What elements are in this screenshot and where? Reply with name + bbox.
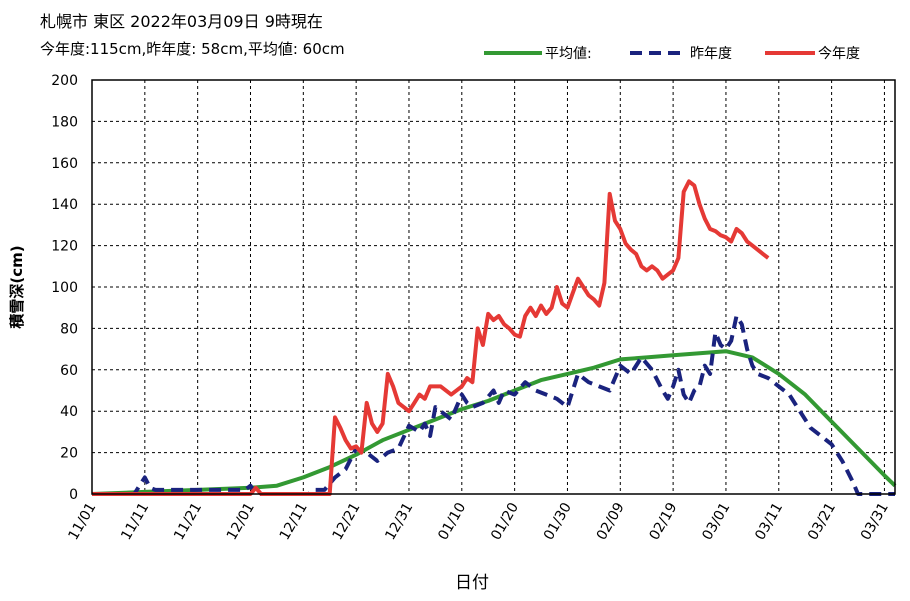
x-axis-ticks: 11/01 11/11 11/21 12/01 12/11 12/21 12/31 01/10…: [65, 500, 891, 543]
x-tick-label: 01/30: [541, 500, 575, 543]
x-tick-label: 03/11: [752, 500, 786, 543]
y-tick-label: 20: [60, 446, 78, 462]
x-tick-label: 11/21: [171, 500, 205, 543]
series-line-3: [92, 179, 770, 496]
x-tick-label: 03/01: [699, 500, 733, 543]
series-layer: [91, 179, 897, 496]
x-tick-label: 02/19: [647, 500, 681, 543]
x-tick-label: 03/31: [858, 500, 892, 543]
y-tick-label: 100: [51, 280, 78, 296]
x-tick-label: 11/01: [65, 500, 99, 543]
y-tick-label: 120: [51, 239, 78, 255]
y-tick-label: 140: [51, 197, 78, 213]
grid-lines: [91, 79, 895, 495]
legend-label-1: 平均値:: [545, 46, 592, 62]
series-line-2: [92, 314, 895, 496]
x-tick-label: 12/01: [224, 500, 258, 543]
y-tick-label: 60: [60, 363, 78, 379]
plot-frame: [91, 79, 896, 495]
x-tick-label: 12/21: [330, 500, 364, 543]
x-tick-label: 01/20: [488, 500, 522, 543]
x-tick-label: 02/09: [594, 500, 628, 543]
legend: 平均値: 昨年度 今年度: [484, 46, 860, 62]
y-axis-ticks: 0 20 40 60 80 100 120 140 160 180 200: [51, 73, 78, 503]
legend-label-2: 昨年度: [690, 46, 732, 62]
y-tick-label: 200: [51, 73, 78, 89]
y-tick-label: 180: [51, 114, 78, 130]
chart-subtitle: 今年度:115cm,昨年度: 58cm,平均値: 60cm: [40, 40, 345, 58]
x-tick-label: 11/11: [118, 500, 152, 543]
y-tick-label: 80: [60, 321, 78, 337]
series-line-1: [91, 349, 897, 496]
x-tick-label: 01/10: [435, 500, 469, 543]
legend-label-3: 今年度: [818, 46, 860, 62]
x-tick-label: 12/11: [277, 500, 311, 543]
y-tick-label: 0: [69, 487, 78, 503]
chart-title: 札幌市 東区 2022年03月09日 9時現在: [40, 12, 323, 31]
y-tick-label: 40: [60, 404, 78, 420]
x-tick-label: 12/31: [382, 500, 416, 543]
y-axis-label: 積雪深(cm): [8, 245, 26, 329]
y-tick-label: 160: [51, 156, 78, 172]
x-axis-label: 日付: [455, 573, 489, 593]
x-tick-label: 03/21: [805, 500, 839, 543]
